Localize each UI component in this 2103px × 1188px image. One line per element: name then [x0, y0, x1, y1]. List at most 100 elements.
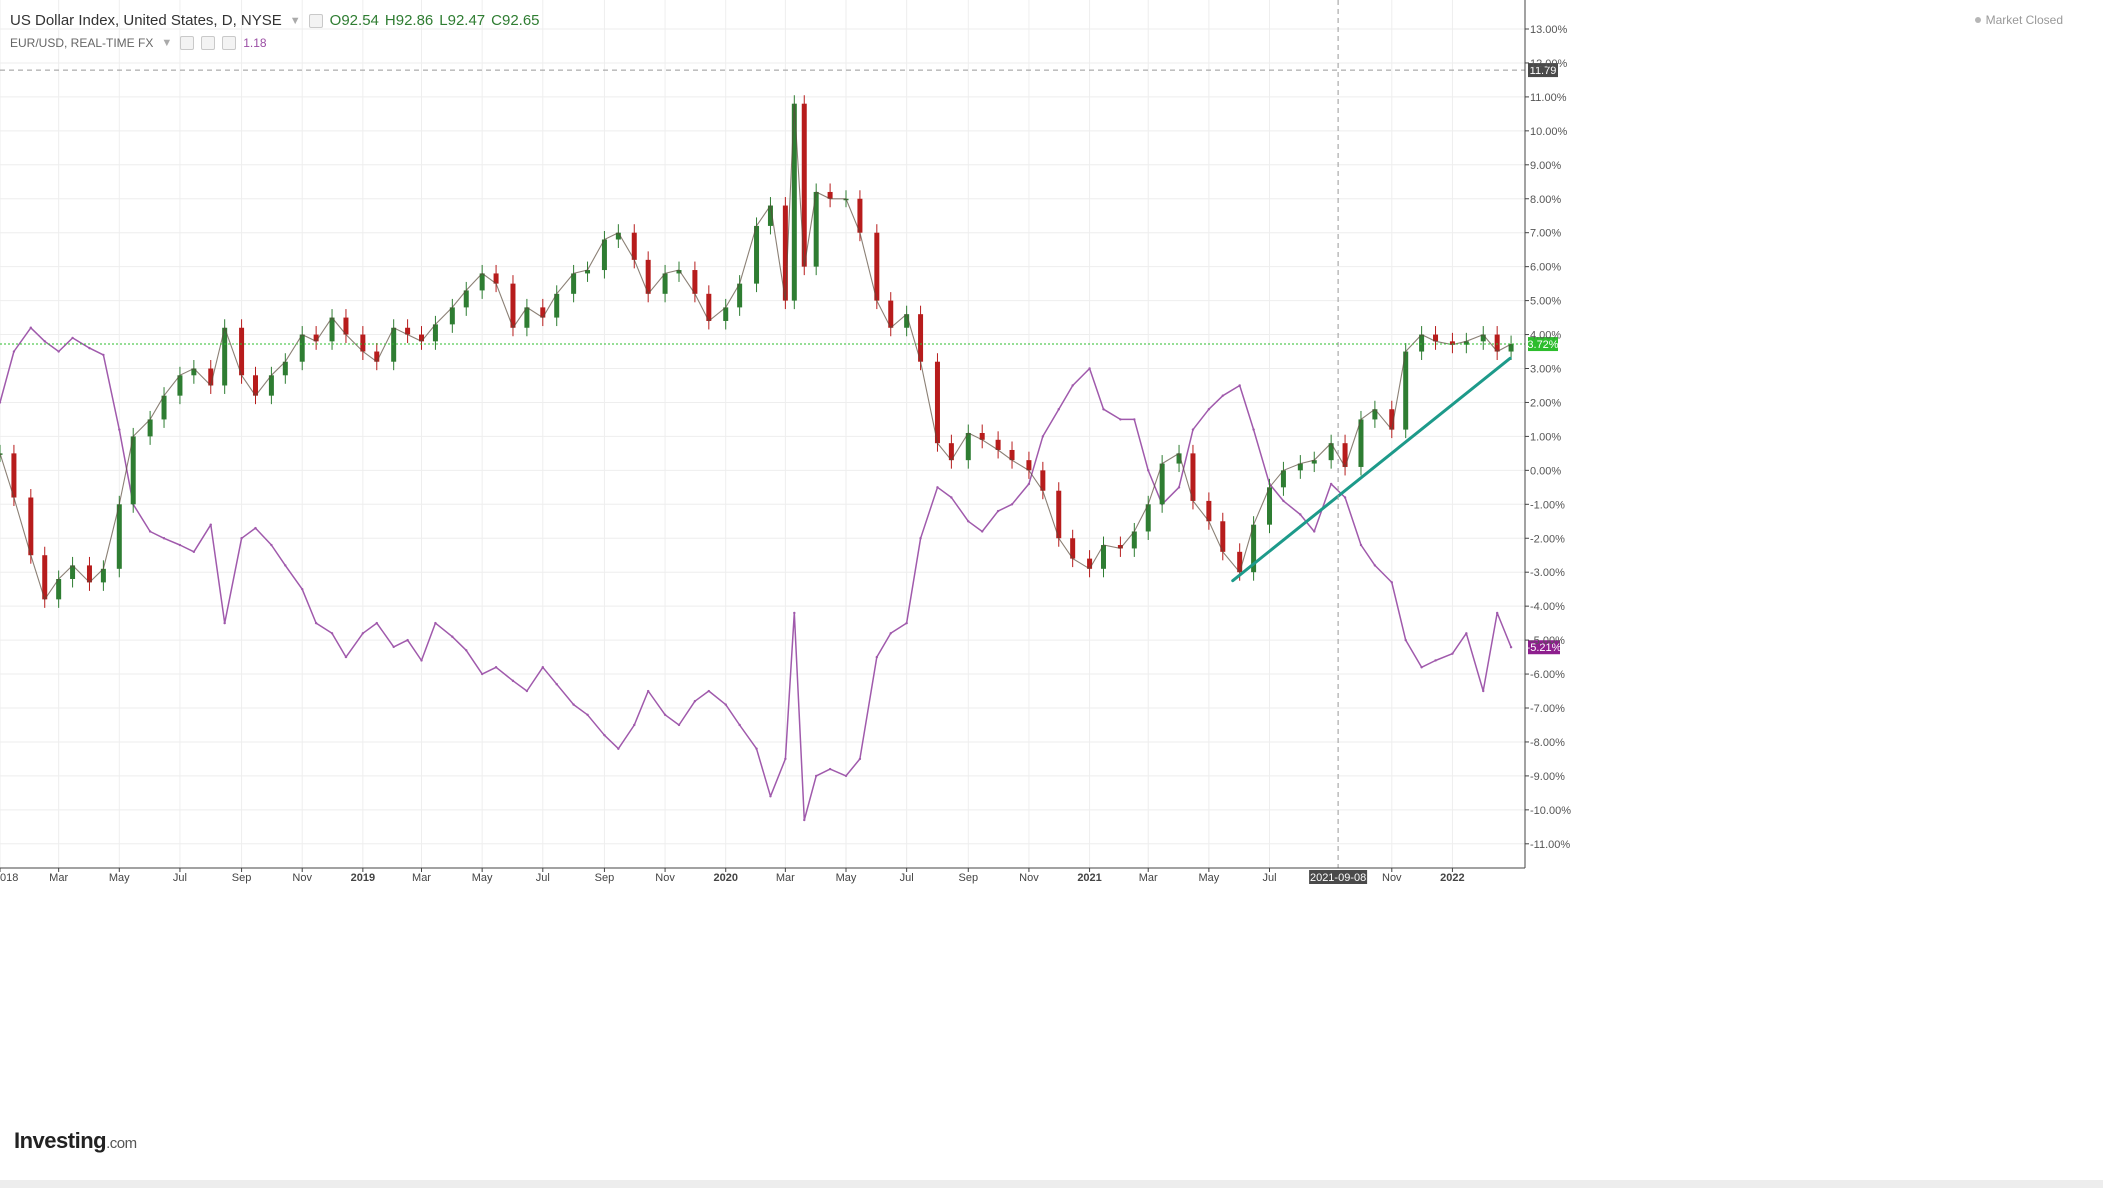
eurusd-point	[828, 767, 832, 771]
y-tick-label: 6.00%	[1530, 262, 1561, 274]
chevron-down-icon[interactable]: ▼	[289, 15, 301, 27]
usd-candle	[813, 183, 819, 276]
eurusd-point	[875, 655, 879, 659]
visibility-icon[interactable]	[308, 14, 323, 28]
usd-candle	[1070, 529, 1076, 568]
eurusd-point	[1177, 486, 1181, 489]
usd-candle	[706, 285, 712, 330]
investing-logo: Investing.com	[14, 1128, 137, 1154]
settings-icon[interactable]	[201, 36, 216, 50]
usd-candle-body	[1159, 463, 1165, 505]
crosshair-value-badge	[1528, 63, 1558, 78]
eurusd-point	[1207, 408, 1211, 411]
bottom-scrollbar[interactable]	[0, 1180, 2103, 1188]
x-tick-label: Sep	[595, 872, 615, 884]
usd-candle	[70, 556, 76, 588]
usd-candle-body	[100, 568, 106, 583]
usd-candle	[1026, 451, 1032, 479]
eurusd-point	[677, 723, 681, 727]
usd-candle-body	[56, 578, 62, 600]
eurusd-point	[375, 621, 378, 625]
main-series-title[interactable]: US Dollar Index, United States, D, NYSE	[10, 12, 282, 29]
x-tick-label: Nov	[1019, 872, 1039, 884]
y-tick-label: 3.00%	[1530, 364, 1561, 376]
x-tick-label: 2022	[1440, 872, 1464, 884]
trendline[interactable]	[1231, 356, 1512, 583]
x-tick-label: Nov	[292, 872, 312, 884]
usd-candle-body	[343, 317, 349, 335]
usd-candle-body	[147, 419, 153, 437]
eurusd-point	[406, 638, 409, 642]
compare-series-value: 1.18	[243, 36, 267, 50]
eurusd-point	[996, 509, 1000, 513]
usd-candle	[463, 281, 469, 316]
usd-candle-body	[1040, 470, 1046, 491]
usd-candle	[554, 285, 560, 327]
eurusd-point	[1509, 646, 1513, 649]
visibility-icon[interactable]	[180, 36, 195, 50]
eurusd-point	[1282, 499, 1285, 503]
usd-candle-body	[723, 307, 729, 321]
x-tick-label: Jul	[536, 872, 550, 884]
usd-candle	[177, 366, 183, 405]
usd-candle	[1480, 326, 1486, 350]
usd-candle-body	[554, 293, 560, 318]
usd-candle	[1433, 326, 1439, 350]
usd-candle-body	[1206, 500, 1212, 522]
usd-candle-body	[116, 504, 122, 569]
usd-candle	[723, 298, 729, 330]
usd-candle-body	[161, 395, 167, 420]
usd-candle-body	[1237, 551, 1243, 573]
usd-candle	[1311, 451, 1317, 473]
y-tick-label: 10.00%	[1530, 126, 1568, 138]
last-price-badge	[1528, 337, 1558, 352]
x-tick-label: Mar	[412, 872, 431, 884]
usd-candle-body	[524, 307, 530, 328]
usd-candle	[268, 366, 274, 405]
usd-candle-body	[645, 259, 651, 294]
chart-legend: US Dollar Index, United States, D, NYSE …	[10, 10, 540, 54]
usd-candle-body	[268, 375, 274, 396]
x-tick-label: 018	[0, 872, 18, 884]
eurusd-point	[1057, 408, 1060, 411]
usd-candle	[1280, 461, 1286, 496]
eurusd-point	[936, 486, 939, 489]
usd-candle	[100, 560, 106, 591]
usd-candle	[1358, 410, 1364, 476]
usd-candle	[1328, 434, 1334, 469]
usd-candle-body	[191, 368, 197, 376]
eurusd-point	[793, 611, 796, 615]
eurusd-point	[102, 353, 105, 357]
usd-candle	[1206, 492, 1212, 530]
usd-candle-body	[801, 103, 807, 267]
y-tick-label: 12.00%	[1530, 58, 1568, 70]
legend-main-row: US Dollar Index, United States, D, NYSE …	[10, 10, 540, 32]
usd-candle-body	[1358, 419, 1364, 467]
eurusd-point	[1041, 435, 1045, 438]
usd-candle	[86, 556, 92, 591]
eurusd-point	[71, 336, 74, 340]
compare-series-title[interactable]: EUR/USD, REAL-TIME FX	[10, 36, 154, 50]
status-dot-icon	[1974, 17, 1981, 23]
close-icon[interactable]	[222, 36, 237, 50]
eurusd-point	[330, 632, 334, 635]
usd-candle	[1117, 536, 1123, 557]
logo-suffix: .com	[106, 1135, 137, 1152]
usd-candle-body	[601, 239, 607, 271]
usd-candle	[0, 444, 3, 462]
eurusd-point	[1343, 496, 1347, 499]
chevron-down-icon[interactable]: ▼	[161, 37, 173, 49]
usd-candle-body	[813, 191, 819, 267]
usd-candle-body	[1342, 443, 1348, 467]
x-tick-label: May	[1198, 872, 1219, 884]
usd-candle-body	[585, 270, 591, 274]
y-tick-label: -11.00%	[1530, 839, 1570, 851]
logo-brand: Investing	[14, 1128, 107, 1153]
y-tick-label: 5.00%	[1530, 296, 1561, 308]
eurusd-point	[1119, 418, 1122, 421]
usd-candle-body	[1087, 558, 1093, 569]
eurusd-point	[344, 655, 348, 659]
usd-candle-body	[432, 324, 438, 342]
